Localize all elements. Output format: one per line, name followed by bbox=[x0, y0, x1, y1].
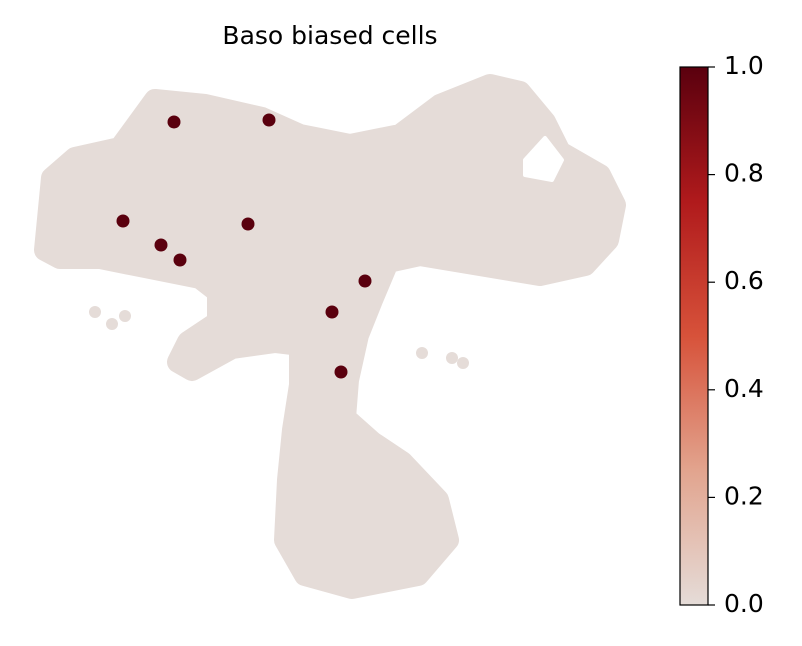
chart-title: Baso biased cells bbox=[222, 21, 437, 50]
highlighted-cell bbox=[154, 238, 168, 252]
cell bbox=[446, 352, 458, 364]
highlighted-cell bbox=[262, 113, 276, 127]
highlighted-cell bbox=[167, 115, 181, 129]
highlighted-cell bbox=[325, 305, 339, 319]
cell-cloud bbox=[34, 74, 626, 599]
highlighted-cell bbox=[173, 253, 187, 267]
cell bbox=[416, 347, 428, 359]
colorbar-tick-label: 0.2 bbox=[724, 481, 764, 510]
colorbar-tick-label: 0.0 bbox=[724, 589, 764, 618]
highlighted-cell bbox=[334, 365, 348, 379]
highlighted-cell bbox=[116, 214, 130, 228]
highlighted-cell bbox=[241, 217, 255, 231]
colorbar-tick-label: 0.6 bbox=[724, 266, 764, 295]
colorbar-tick-label: 1.0 bbox=[724, 51, 764, 80]
cell-cloud-hole bbox=[523, 136, 564, 182]
cell bbox=[457, 357, 469, 369]
cell bbox=[89, 306, 101, 318]
cell bbox=[86, 144, 98, 156]
colorbar bbox=[679, 66, 709, 606]
highlighted-cell bbox=[358, 274, 372, 288]
colorbar-tick-label: 0.8 bbox=[724, 159, 764, 188]
colorbar-tick-label: 0.4 bbox=[724, 374, 764, 403]
cell-cloud-shape bbox=[34, 74, 626, 599]
cell bbox=[106, 318, 118, 330]
cell bbox=[119, 310, 131, 322]
